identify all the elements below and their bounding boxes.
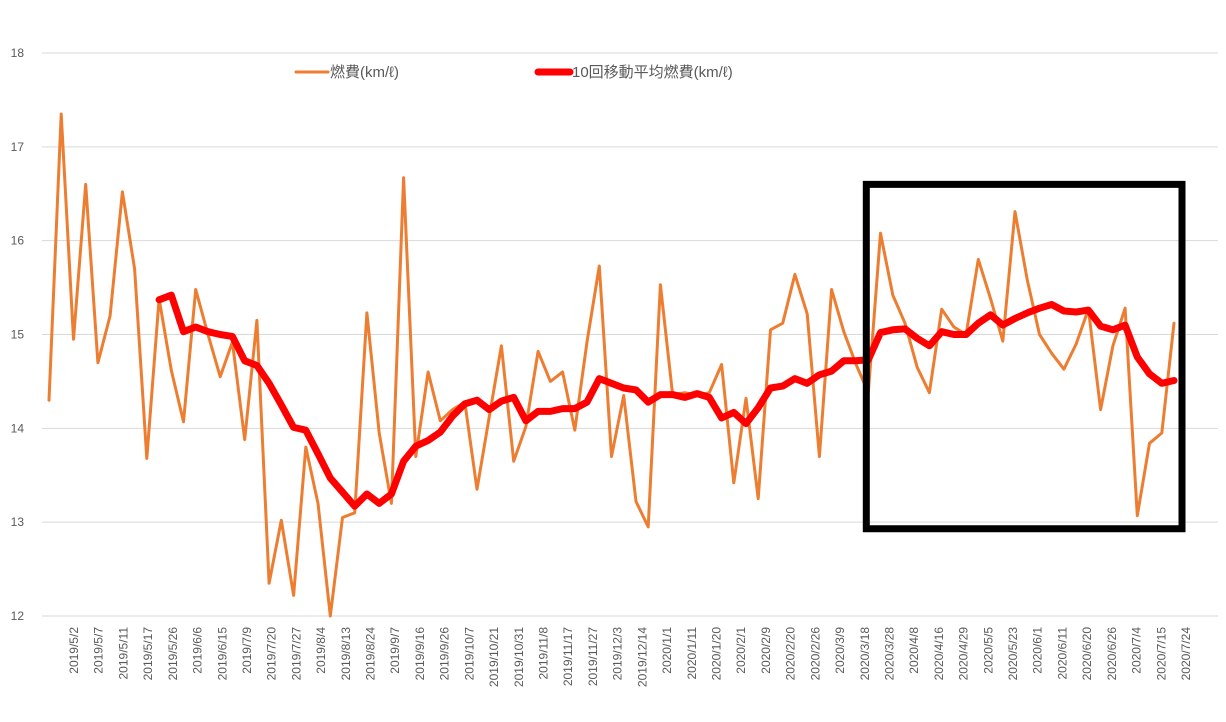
x-tick-label: 2019/5/26 (166, 627, 180, 681)
x-tick-label: 2019/5/7 (92, 627, 106, 674)
x-tick-label: 2020/3/18 (858, 627, 872, 681)
x-tick-label: 2020/1/1 (660, 627, 674, 674)
x-tick-label: 2020/2/1 (734, 627, 748, 674)
legend-label: 10回移動平均燃費(km/ℓ) (572, 63, 733, 81)
x-tick-label: 2020/2/9 (759, 627, 773, 674)
x-tick-label: 2020/4/29 (957, 627, 971, 681)
x-tick-label: 2019/10/7 (462, 627, 476, 681)
x-tick-label: 2019/6/6 (191, 627, 205, 674)
x-tick-label: 2019/5/17 (141, 627, 155, 681)
x-tick-label: 2019/10/21 (487, 627, 501, 687)
highlight-box (862, 180, 1186, 533)
annotations (862, 180, 1186, 533)
x-tick-label: 2019/9/16 (413, 627, 427, 681)
y-tick-label: 17 (11, 140, 25, 154)
x-tick-label: 2019/8/4 (314, 627, 328, 674)
x-tick-label: 2020/7/15 (1154, 627, 1168, 681)
x-tick-label: 2019/12/3 (611, 627, 625, 681)
x-tick-label: 2019/9/7 (388, 627, 402, 674)
y-tick-label: 18 (11, 46, 25, 60)
series-line-fuel-economy (47, 112, 1176, 618)
x-tick-label: 2019/12/14 (635, 627, 649, 687)
x-tick-label: 2019/6/15 (215, 627, 229, 681)
x-tick-label: 2020/5/23 (1006, 627, 1020, 681)
x-tick-label: 2020/6/1 (1031, 627, 1045, 674)
x-tick-label: 2019/11/8 (537, 627, 551, 680)
x-tick-label: 2019/8/24 (364, 627, 378, 681)
x-tick-label: 2019/5/11 (116, 627, 130, 680)
x-axis-ticks: 2019/5/2 2019/5/7 2019/5/11 2019/5/17 2019/5… (67, 627, 1193, 687)
x-tick-label: 2020/2/20 (784, 627, 798, 681)
x-tick-label: 2019/10/31 (512, 627, 526, 687)
y-tick-label: 13 (11, 515, 25, 529)
x-tick-label: 2020/3/9 (833, 627, 847, 674)
x-tick-label: 2020/6/20 (1080, 627, 1094, 681)
x-tick-label: 2020/3/28 (882, 627, 896, 681)
y-tick-label: 16 (11, 234, 25, 248)
series-lines (47, 112, 1178, 618)
x-tick-label: 2020/7/4 (1130, 627, 1144, 674)
x-tick-label: 2020/4/8 (907, 627, 921, 674)
x-tick-label: 2019/7/27 (289, 627, 303, 681)
x-tick-label: 2019/5/2 (67, 627, 81, 674)
y-tick-label: 12 (11, 609, 25, 623)
x-tick-label: 2019/9/26 (438, 627, 452, 681)
legend-label: 燃費(km/ℓ) (330, 63, 399, 81)
legend: 燃費(km/ℓ) 10回移動平均燃費(km/ℓ) (294, 63, 733, 81)
x-tick-label: 2020/6/26 (1105, 627, 1119, 681)
y-tick-label: 15 (11, 328, 25, 342)
series-line-moving-average (155, 291, 1178, 510)
x-tick-label: 2020/4/16 (932, 627, 946, 681)
x-tick-label: 2020/2/26 (808, 627, 822, 681)
x-tick-label: 2019/7/20 (265, 627, 279, 681)
x-tick-label: 2019/11/27 (586, 627, 600, 686)
x-tick-label: 2019/7/9 (240, 627, 254, 674)
y-axis-ticks: 12 13 14 15 16 17 18 (11, 46, 25, 623)
y-tick-label: 14 (11, 421, 25, 435)
x-tick-label: 2020/7/24 (1179, 627, 1193, 681)
x-tick-label: 2019/11/17 (561, 627, 575, 686)
x-tick-label: 2019/8/13 (339, 627, 353, 681)
x-tick-label: 2020/1/11 (685, 627, 699, 680)
gridlines (42, 52, 1218, 617)
x-tick-label: 2020/1/20 (709, 627, 723, 681)
x-tick-label: 2020/5/5 (981, 627, 995, 674)
x-tick-label: 2020/6/11 (1055, 627, 1069, 680)
